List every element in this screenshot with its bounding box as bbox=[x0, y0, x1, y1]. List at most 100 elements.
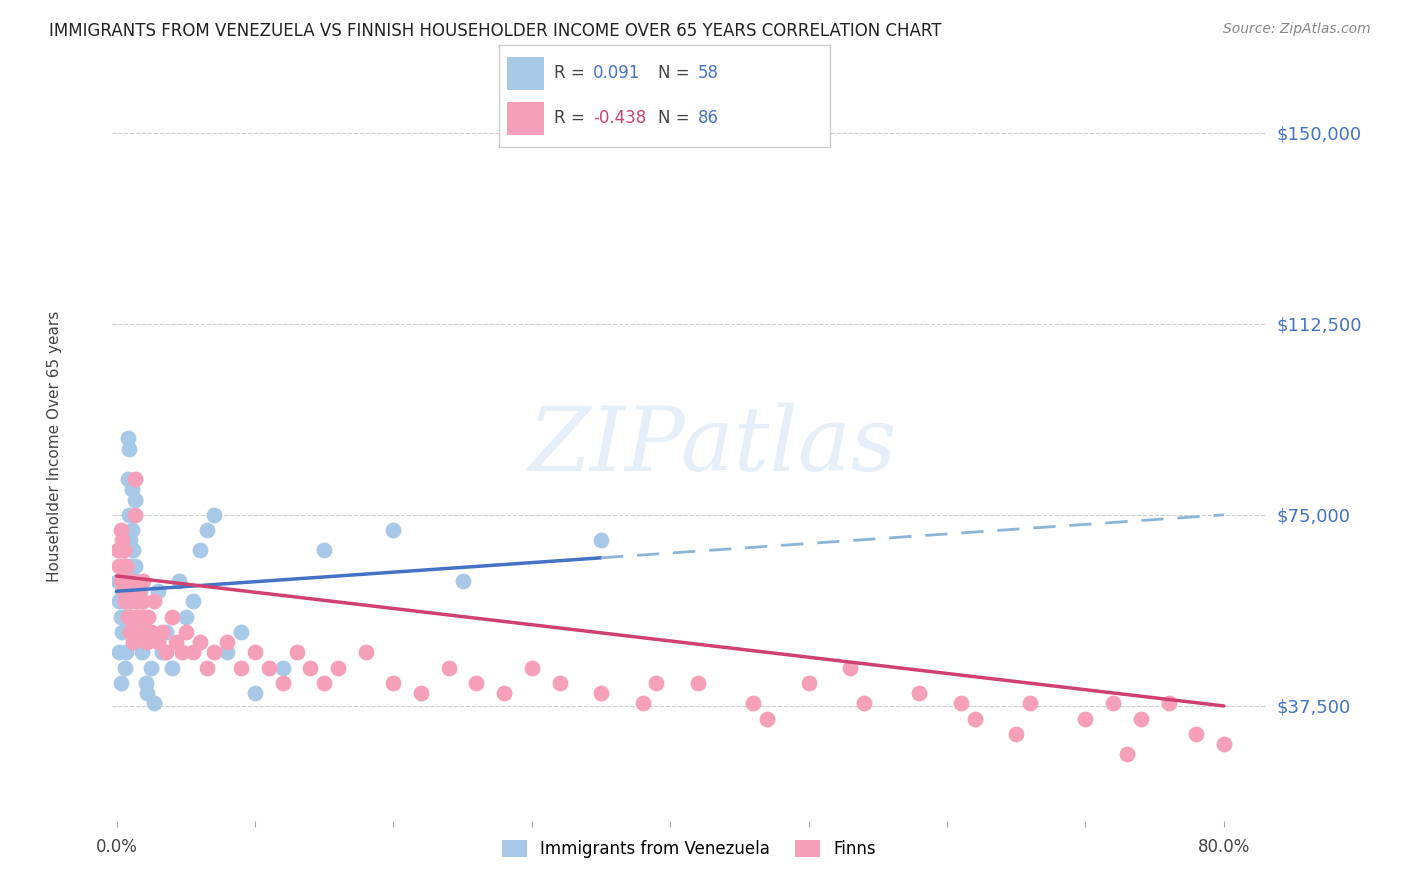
Point bbox=[120, 594, 142, 608]
Point bbox=[839, 661, 862, 675]
Point bbox=[243, 645, 266, 659]
Point bbox=[122, 625, 145, 640]
Point bbox=[963, 712, 986, 726]
Point bbox=[115, 645, 138, 659]
Point bbox=[188, 635, 211, 649]
Point bbox=[1116, 747, 1139, 762]
Point bbox=[1129, 712, 1152, 726]
Point bbox=[451, 574, 474, 588]
Point bbox=[128, 584, 150, 599]
Text: IMMIGRANTS FROM VENEZUELA VS FINNISH HOUSEHOLDER INCOME OVER 65 YEARS CORRELATIO: IMMIGRANTS FROM VENEZUELA VS FINNISH HOU… bbox=[49, 22, 942, 40]
FancyBboxPatch shape bbox=[508, 102, 544, 135]
Point bbox=[115, 584, 138, 599]
Point bbox=[110, 676, 132, 690]
Point bbox=[165, 635, 187, 649]
Point bbox=[299, 661, 322, 675]
Point bbox=[135, 625, 157, 640]
Point bbox=[121, 609, 143, 624]
Point bbox=[231, 625, 253, 640]
Point bbox=[686, 676, 709, 690]
Point bbox=[160, 609, 183, 624]
Text: 0.091: 0.091 bbox=[593, 64, 641, 82]
Point bbox=[132, 574, 155, 588]
Point bbox=[202, 508, 225, 522]
Point bbox=[143, 594, 166, 608]
Point bbox=[160, 661, 183, 675]
Point bbox=[112, 594, 135, 608]
Legend: Immigrants from Venezuela, Finns: Immigrants from Venezuela, Finns bbox=[495, 833, 883, 864]
Point bbox=[136, 686, 159, 700]
Point bbox=[949, 697, 972, 711]
Point bbox=[128, 625, 150, 640]
Point bbox=[217, 645, 239, 659]
Point bbox=[155, 645, 177, 659]
Point bbox=[127, 574, 149, 588]
Point bbox=[131, 594, 153, 608]
Text: N =: N = bbox=[658, 64, 695, 82]
Point bbox=[114, 574, 136, 588]
Point bbox=[1212, 737, 1234, 751]
Text: R =: R = bbox=[554, 64, 589, 82]
Point bbox=[112, 533, 135, 548]
Text: R =: R = bbox=[554, 110, 589, 128]
Point bbox=[141, 625, 163, 640]
Point bbox=[127, 609, 149, 624]
Point bbox=[108, 594, 131, 608]
Point bbox=[134, 609, 156, 624]
Point bbox=[132, 594, 155, 608]
Point bbox=[174, 625, 197, 640]
Point bbox=[174, 609, 197, 624]
Point bbox=[202, 645, 225, 659]
Point bbox=[195, 523, 218, 537]
Point bbox=[112, 543, 135, 558]
Point bbox=[141, 661, 163, 675]
Point bbox=[121, 574, 143, 588]
Point bbox=[136, 635, 159, 649]
Point bbox=[285, 645, 308, 659]
Point bbox=[127, 609, 149, 624]
Point bbox=[756, 712, 779, 726]
Point bbox=[107, 543, 129, 558]
Point bbox=[110, 574, 132, 588]
Point bbox=[112, 558, 135, 573]
Point bbox=[1074, 712, 1097, 726]
Point bbox=[465, 676, 488, 690]
Point bbox=[853, 697, 876, 711]
Point bbox=[742, 697, 765, 711]
Text: ZIPatlas: ZIPatlas bbox=[527, 402, 896, 490]
Point bbox=[138, 625, 160, 640]
Point bbox=[382, 523, 405, 537]
Point bbox=[1157, 697, 1180, 711]
Point bbox=[314, 543, 336, 558]
Point bbox=[120, 625, 142, 640]
Point bbox=[631, 697, 654, 711]
Text: N =: N = bbox=[658, 110, 695, 128]
Point bbox=[124, 508, 146, 522]
Text: 80.0%: 80.0% bbox=[1198, 838, 1250, 856]
Point bbox=[150, 625, 173, 640]
Point bbox=[494, 686, 516, 700]
Point bbox=[111, 625, 134, 640]
Text: -0.438: -0.438 bbox=[593, 110, 647, 128]
Point bbox=[121, 483, 143, 497]
Point bbox=[548, 676, 571, 690]
Point bbox=[118, 442, 141, 456]
Text: 0.0%: 0.0% bbox=[96, 838, 138, 856]
Text: 86: 86 bbox=[697, 110, 718, 128]
Point bbox=[195, 661, 218, 675]
Point bbox=[181, 645, 204, 659]
Text: Householder Income Over 65 years: Householder Income Over 65 years bbox=[48, 310, 62, 582]
Point bbox=[129, 609, 152, 624]
Point bbox=[271, 676, 294, 690]
Point bbox=[121, 523, 143, 537]
Point bbox=[1185, 727, 1208, 741]
Point bbox=[314, 676, 336, 690]
Point bbox=[1005, 727, 1028, 741]
Point bbox=[125, 594, 148, 608]
Point bbox=[114, 594, 136, 608]
Text: 58: 58 bbox=[697, 64, 718, 82]
Point bbox=[111, 533, 134, 548]
Point bbox=[170, 645, 193, 659]
Point bbox=[908, 686, 931, 700]
Point bbox=[110, 523, 132, 537]
